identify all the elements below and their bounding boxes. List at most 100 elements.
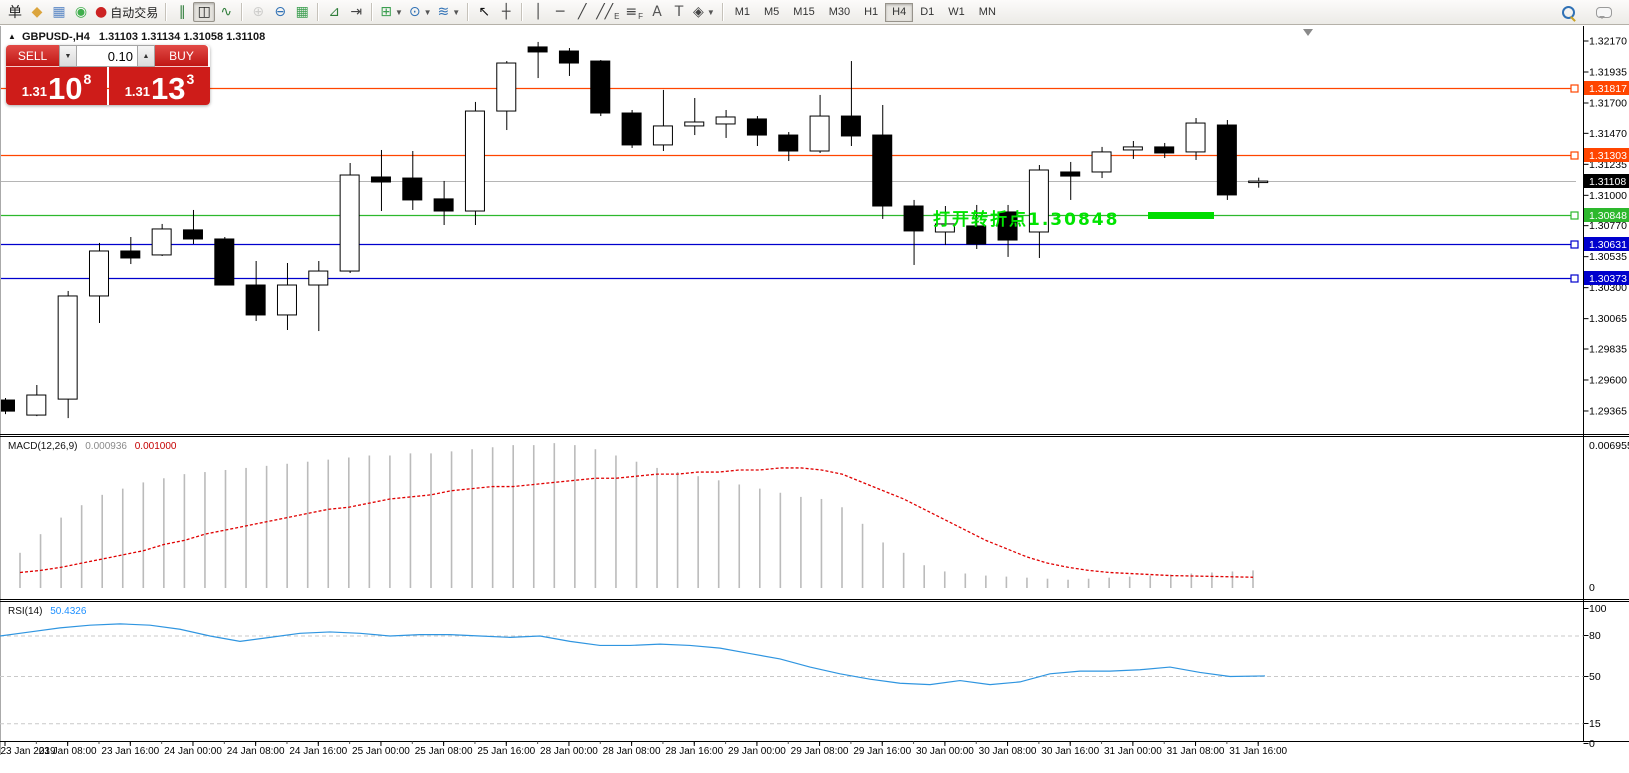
time-tick-label: 24 Jan 16:00 xyxy=(289,746,347,757)
buy-price-button[interactable]: 1.31 13 3 xyxy=(109,67,210,105)
indicators-button[interactable]: ≋ ▼ xyxy=(435,2,464,22)
chart-shift-marker-icon[interactable] xyxy=(1303,29,1313,36)
candle-body xyxy=(966,225,987,245)
search-button[interactable] xyxy=(1557,2,1579,22)
candle-body xyxy=(872,134,893,207)
toolbar-separator xyxy=(521,3,524,21)
price-badge-label: 1.30848 xyxy=(1589,210,1627,222)
timeframe-button-mn[interactable]: MN xyxy=(978,6,996,18)
timeframe-button-h4[interactable]: H4 xyxy=(885,2,914,22)
time-tick-label: 30 Jan 00:00 xyxy=(916,746,974,757)
new-order-icon: 单 xyxy=(8,5,22,21)
horizontal-line-button[interactable]: ─ xyxy=(549,2,571,22)
time-tick-label: 29 Jan 00:00 xyxy=(728,746,786,757)
sell-button[interactable]: SELL xyxy=(6,45,59,67)
macd-main-value: 0.000936 xyxy=(85,441,127,452)
level-handle[interactable] xyxy=(1570,151,1579,160)
candle-body xyxy=(715,116,736,125)
candle-body xyxy=(120,250,141,259)
horizontal-line-icon: ─ xyxy=(555,4,565,20)
candle-body xyxy=(370,176,391,183)
sell-price-button[interactable]: 1.31 10 8 xyxy=(6,67,107,105)
tile-windows-button[interactable]: ▦ xyxy=(291,2,313,22)
search-icon xyxy=(1561,5,1575,19)
rsi-name: RSI(14) xyxy=(8,606,43,617)
time-tick-label: 28 Jan 16:00 xyxy=(665,746,723,757)
auto-scroll-button[interactable]: ⊿ xyxy=(323,2,345,22)
chat-button[interactable] xyxy=(1593,2,1615,22)
timeframe-button-h1[interactable]: H1 xyxy=(864,6,879,18)
vertical-line-icon: │ xyxy=(533,4,543,20)
candle-body xyxy=(433,198,454,212)
trendline-button[interactable]: ╱ xyxy=(571,2,593,22)
fibonacci-button[interactable]: ≡ F xyxy=(622,2,646,22)
equidistant-channel-button[interactable]: ╱╱ E xyxy=(593,2,622,22)
time-tick-label: 31 Jan 00:00 xyxy=(1104,746,1162,757)
candle-body xyxy=(840,115,861,137)
timeframe-button-m30[interactable]: M30 xyxy=(828,6,851,18)
lot-decrease-button[interactable]: ▼ xyxy=(59,45,77,67)
candlestick-chart-button[interactable]: ◫ xyxy=(193,2,216,22)
collapse-triangle-icon[interactable]: ▲ xyxy=(8,32,16,41)
equidistant-channel-icon: ╱╱ xyxy=(596,4,614,20)
text-label-button[interactable]: T xyxy=(668,2,690,22)
time-tick-label: 23 Jan 08:00 xyxy=(39,746,97,757)
fibonacci-icon-sub: F xyxy=(638,12,644,21)
crosshair-button[interactable]: ┼ xyxy=(495,2,517,22)
price-tick-label: 1.31470 xyxy=(1589,128,1627,140)
rsi-axis-label: 0 xyxy=(1589,738,1595,750)
new-order-button[interactable]: 单 xyxy=(4,2,26,22)
chevron-down-icon[interactable]: ▼ xyxy=(423,7,432,17)
chevron-down-icon[interactable]: ▼ xyxy=(706,7,715,17)
lot-increase-button[interactable]: ▲ xyxy=(137,45,155,67)
candle-body xyxy=(0,399,15,412)
text-button[interactable]: A xyxy=(646,2,668,22)
time-tick-label: 25 Jan 16:00 xyxy=(477,746,535,757)
chevron-down-icon[interactable]: ▼ xyxy=(452,7,461,17)
sell-price-sup: 8 xyxy=(83,71,92,87)
chevron-down-icon[interactable]: ▼ xyxy=(394,7,403,17)
price-badge xyxy=(1584,148,1629,162)
profiles-button[interactable]: ⊙ ▼ xyxy=(406,2,435,22)
timeframe-button-d1[interactable]: D1 xyxy=(920,6,935,18)
fibonacci-icon: ≡ xyxy=(625,4,638,20)
market-watch-button[interactable]: ▦ xyxy=(48,2,70,22)
time-tick-label: 28 Jan 00:00 xyxy=(540,746,598,757)
order-diamond-button[interactable]: ◆ xyxy=(26,2,48,22)
level-handle[interactable] xyxy=(1570,84,1579,93)
level-handle[interactable] xyxy=(1570,274,1579,283)
timeframe-button-m5[interactable]: M5 xyxy=(764,6,780,18)
buy-button[interactable]: BUY xyxy=(155,45,208,67)
price-badge xyxy=(1584,271,1629,285)
candle-body xyxy=(903,205,924,232)
chart-shift-button[interactable]: ⇥ xyxy=(345,2,367,22)
price-badge-label: 1.31108 xyxy=(1589,176,1626,188)
price-tick-label: 1.30535 xyxy=(1589,251,1627,263)
level-handle[interactable] xyxy=(1570,211,1579,220)
time-tick-label: 24 Jan 08:00 xyxy=(227,746,285,757)
rsi-axis-label: 100 xyxy=(1589,603,1607,615)
toolbar-separator xyxy=(721,3,724,21)
candle-body xyxy=(1216,124,1237,196)
time-tick-label: 29 Jan 16:00 xyxy=(853,746,911,757)
pivot-highlight-bar xyxy=(1148,212,1214,219)
timeframe-button-m15[interactable]: M15 xyxy=(793,6,815,18)
zoom-out-button[interactable]: ⊖ xyxy=(269,2,291,22)
price-tick-label: 1.32170 xyxy=(1589,36,1627,48)
autotrading-button[interactable]: ● 自动交易 xyxy=(92,2,161,22)
text-icon: A xyxy=(652,4,662,20)
vertical-line-button[interactable]: │ xyxy=(527,2,549,22)
timeframe-button-w1[interactable]: W1 xyxy=(948,6,965,18)
lot-size-input[interactable] xyxy=(77,45,137,67)
navigator-button[interactable]: ◉ xyxy=(70,2,92,22)
time-tick-label: 25 Jan 00:00 xyxy=(352,746,410,757)
level-handle[interactable] xyxy=(1570,240,1579,249)
new-chart-button[interactable]: ⊞ ▼ xyxy=(377,2,406,22)
cursor-button[interactable]: ↖ xyxy=(473,2,495,22)
arrows-button[interactable]: ◈ ▼ xyxy=(690,2,718,22)
timeframe-button-m1[interactable]: M1 xyxy=(734,6,751,18)
bar-chart-button[interactable]: ∥ xyxy=(171,2,193,22)
symbol-name: GBPUSD-,H4 xyxy=(21,31,90,43)
line-chart-button[interactable]: ∿ xyxy=(215,2,237,22)
